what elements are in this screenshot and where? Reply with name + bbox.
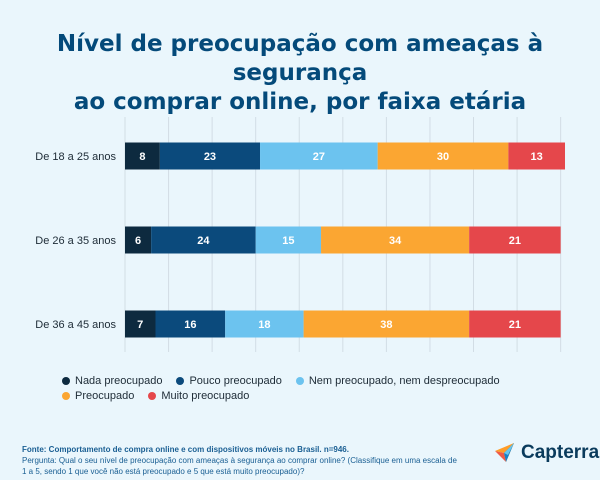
chart-title-line-2: ao comprar online, por faixa etária bbox=[73, 89, 527, 115]
bar-segment bbox=[151, 226, 256, 254]
stacked-bar-chart: De 18 a 25 anos 8 23 27 30 13 De 26 a 35 anos 6… bbox=[35, 117, 565, 352]
bar-segment bbox=[225, 310, 304, 338]
legend-item: Preocupado bbox=[62, 389, 134, 403]
source-text: Comportamento de compra online e com dis… bbox=[48, 445, 349, 454]
bar-segment bbox=[159, 142, 261, 170]
bar-segment bbox=[321, 226, 470, 254]
data-label: 38 bbox=[380, 319, 392, 331]
legend-dot-icon bbox=[62, 377, 70, 385]
category-label: De 26 a 35 anos bbox=[35, 235, 116, 247]
bar-segment bbox=[125, 310, 156, 338]
category-label: De 18 a 25 anos bbox=[35, 151, 116, 163]
chart-legend: Nada preocupado Pouco preocupado Nem preoc… bbox=[62, 374, 582, 403]
data-label: 13 bbox=[531, 151, 543, 163]
data-label: 7 bbox=[137, 319, 143, 331]
logo-text: Capterra bbox=[521, 442, 600, 463]
data-label: 21 bbox=[509, 319, 521, 331]
bar-segment bbox=[255, 226, 322, 254]
data-label: 24 bbox=[197, 235, 210, 247]
question-text: Pergunta: Qual o seu nível de preocupaçã… bbox=[22, 456, 457, 476]
legend-label: Pouco preocupado bbox=[189, 375, 282, 387]
legend-dot-icon bbox=[176, 377, 185, 385]
data-label: 21 bbox=[509, 235, 521, 247]
data-label: 18 bbox=[258, 319, 270, 331]
data-label: 30 bbox=[437, 151, 449, 163]
data-label: 23 bbox=[204, 151, 216, 163]
bar-segment bbox=[303, 310, 470, 338]
footer-note: Fonte: Comportamento de compra online e … bbox=[22, 444, 462, 477]
legend-label: Muito preocupado bbox=[161, 390, 250, 402]
bar-segment bbox=[260, 142, 378, 170]
data-label: 16 bbox=[184, 319, 196, 331]
source-line: Fonte: Comportamento de compra online e … bbox=[22, 444, 462, 455]
bar-segment bbox=[469, 226, 561, 254]
capterra-arrow-icon bbox=[495, 443, 514, 462]
data-label: 34 bbox=[389, 235, 402, 247]
legend-item: Nem preocupado, nem despreocupado bbox=[295, 374, 500, 388]
legend-item: Pouco preocupado bbox=[176, 374, 282, 388]
category-label: De 36 a 45 anos bbox=[35, 319, 116, 331]
legend-item: Muito preocupado bbox=[148, 389, 249, 403]
legend-dot-icon bbox=[62, 392, 70, 400]
data-label: 6 bbox=[135, 235, 141, 247]
source-label: Fonte: bbox=[22, 445, 47, 454]
bar-segment bbox=[469, 310, 561, 338]
bar-segment bbox=[125, 142, 160, 170]
legend-label: Nem preocupado, nem despreocupado bbox=[308, 375, 500, 387]
legend-dot-icon bbox=[295, 377, 304, 385]
bar-segment bbox=[155, 310, 226, 338]
bar-segment bbox=[508, 142, 565, 170]
legend-dot-icon bbox=[148, 392, 157, 400]
chart-title-line-1: Nível de preocupação com ameaças à segur… bbox=[56, 31, 544, 86]
bar-segment bbox=[377, 142, 509, 170]
data-label: 8 bbox=[139, 151, 145, 163]
bar-segment bbox=[125, 226, 152, 254]
legend-label: Nada preocupado bbox=[75, 375, 163, 387]
data-label: 27 bbox=[313, 151, 325, 163]
capterra-logo: Capterra bbox=[494, 441, 599, 465]
chart-title: Nível de preocupação com ameaças à segur… bbox=[0, 30, 600, 117]
legend-label: Preocupado bbox=[75, 390, 135, 402]
data-label: 15 bbox=[282, 235, 294, 247]
legend-item: Nada preocupado bbox=[62, 374, 162, 388]
